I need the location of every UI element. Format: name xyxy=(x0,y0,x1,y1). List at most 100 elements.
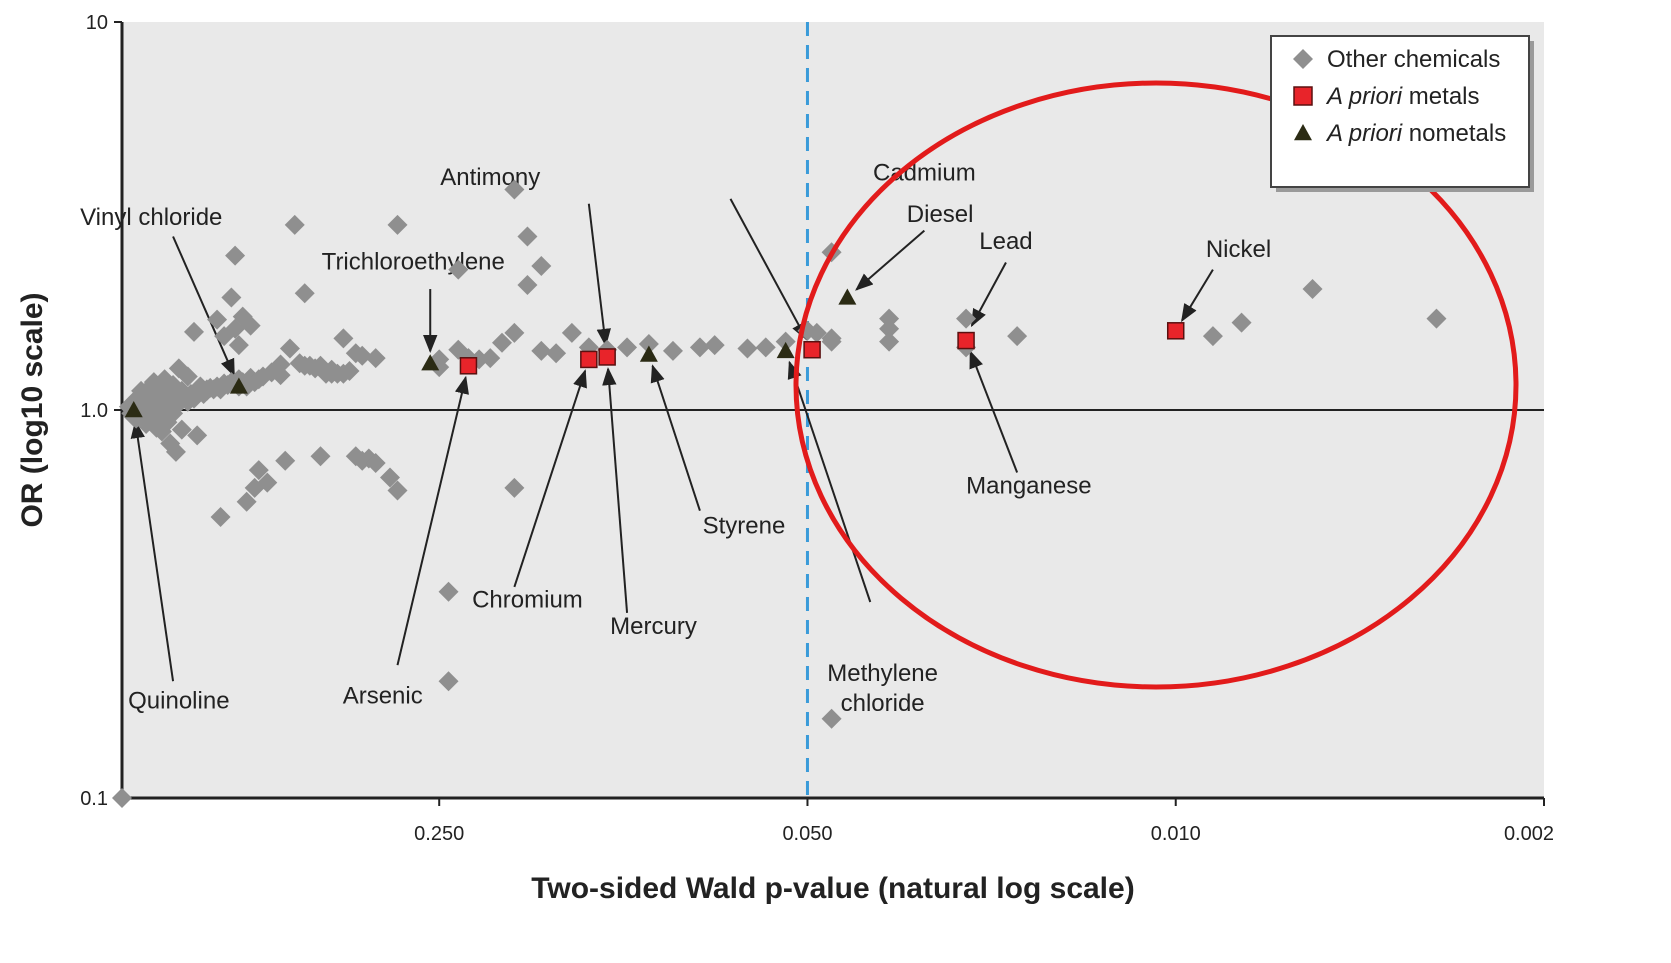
data-point-metal xyxy=(580,350,598,369)
annotation-arrow xyxy=(650,364,701,512)
data-point-other xyxy=(517,274,538,295)
annotation-label: Nickel xyxy=(1206,236,1271,263)
data-point-other xyxy=(310,446,331,467)
annotation-label-line: Styrene xyxy=(703,513,786,540)
data-point-other xyxy=(210,506,231,527)
legend-label-part: nometals xyxy=(1402,120,1506,147)
data-point-other xyxy=(275,450,296,471)
y-tick-label: 0.1 xyxy=(80,788,108,810)
annotation-arrow xyxy=(855,229,926,291)
highlight-ellipse xyxy=(793,80,1519,690)
data-point-other xyxy=(248,460,269,481)
data-point-other xyxy=(737,338,758,359)
annotation-label-line: Trichloroethylene xyxy=(322,249,505,276)
annotation-label-line: Diesel xyxy=(907,201,974,228)
data-point-other xyxy=(387,214,408,235)
annotation-label: Diesel xyxy=(907,201,974,228)
data-point-other xyxy=(806,322,827,343)
data-point-nonmetal xyxy=(639,345,658,362)
data-point-other xyxy=(638,333,659,354)
data-point-other xyxy=(492,332,513,353)
data-point-other xyxy=(755,337,776,358)
data-point-metal xyxy=(459,357,478,375)
data-point-nonmetal xyxy=(776,341,795,359)
annotation-label: Chromium xyxy=(472,586,583,613)
annotation-arrow xyxy=(396,375,469,666)
data-point-other xyxy=(879,318,900,339)
data-point-other xyxy=(662,340,683,361)
data-point-other xyxy=(257,472,278,493)
x-tick-label: 0.010 xyxy=(1151,823,1201,845)
annotation-label-line: Manganese xyxy=(966,472,1091,499)
data-point-other xyxy=(1231,312,1252,333)
data-point-nonmetal xyxy=(421,354,440,371)
data-points xyxy=(112,179,1447,808)
annotation-arrow xyxy=(969,350,1019,473)
data-point-other xyxy=(177,366,198,387)
data-point-other xyxy=(879,308,900,329)
legend-label-part: metals xyxy=(1402,83,1479,110)
data-point-other xyxy=(1426,308,1447,329)
data-point-other xyxy=(438,581,459,602)
legend-label-part: A priori xyxy=(1325,120,1403,147)
annotation-arrow xyxy=(970,262,1007,328)
data-point-nonmetal xyxy=(838,288,857,305)
annotation-label-line: Nickel xyxy=(1206,236,1271,263)
data-point-other xyxy=(171,419,192,440)
data-point-other xyxy=(775,331,796,352)
x-tick-label: 0.050 xyxy=(782,823,832,845)
legend-label-part: A priori xyxy=(1325,83,1403,110)
annotation-label-line: Antimony xyxy=(440,164,540,191)
data-point-other xyxy=(228,335,249,356)
annotation-label-line: chloride xyxy=(841,690,925,717)
annotation-arrow xyxy=(602,367,629,613)
annotation-label: Methylene chloride xyxy=(827,660,938,717)
data-point-other xyxy=(1202,326,1223,347)
data-point-other xyxy=(704,335,725,356)
data-point-other xyxy=(821,708,842,729)
reference-lines xyxy=(122,22,1544,798)
annotation-label: Quinoline xyxy=(128,688,229,715)
data-point-other xyxy=(270,354,291,375)
annotation-label-line: Lead xyxy=(979,228,1032,255)
legend-label-metal: A priori metals xyxy=(1325,83,1480,110)
data-point-other xyxy=(365,348,386,369)
annotation-label: Styrene xyxy=(703,513,786,540)
data-point-other xyxy=(352,345,373,366)
legend-label-nonmetal: A priori nometals xyxy=(1325,120,1506,147)
series-metal xyxy=(459,322,1185,375)
data-point-other xyxy=(448,259,469,280)
data-point-other xyxy=(379,467,400,488)
data-point-other xyxy=(504,477,525,498)
data-point-other xyxy=(1302,279,1323,300)
x-tick-label: 0.250 xyxy=(414,823,464,845)
data-point-other xyxy=(236,491,257,512)
data-point-other xyxy=(270,365,291,386)
tick-labels: 0.1 1.0 10 0.250 0.050 0.010 0.002 xyxy=(80,12,1554,845)
data-point-other xyxy=(517,226,538,247)
legend-box xyxy=(1270,35,1530,188)
annotation-label: Antimony xyxy=(440,164,540,191)
data-point-metal xyxy=(1166,322,1185,340)
data-point-other xyxy=(1007,326,1028,347)
data-point-other xyxy=(480,348,501,369)
data-point-other xyxy=(956,308,977,329)
x-tick-label: 0.002 xyxy=(1504,823,1554,845)
data-point-other xyxy=(821,331,842,352)
annotation-label: Mercury xyxy=(610,613,697,640)
annotation-label-line: Mercury xyxy=(610,613,697,640)
annotation-label-line: Chromium xyxy=(472,586,583,613)
annotation-label: Lead xyxy=(979,228,1032,255)
annotation-arrow xyxy=(729,198,808,341)
data-point-other xyxy=(284,214,305,235)
y-axis-title-text: OR (log10 scale) xyxy=(16,292,49,527)
annotation-label-line: Arsenic xyxy=(343,683,423,710)
data-point-nonmetal xyxy=(229,377,248,394)
data-point-other xyxy=(546,343,567,364)
data-point-other xyxy=(279,338,300,359)
data-point-other xyxy=(165,441,186,462)
data-point-other xyxy=(225,245,246,266)
x-axis-title: Two-sided Wald p-value (natural log scal… xyxy=(531,872,1134,905)
